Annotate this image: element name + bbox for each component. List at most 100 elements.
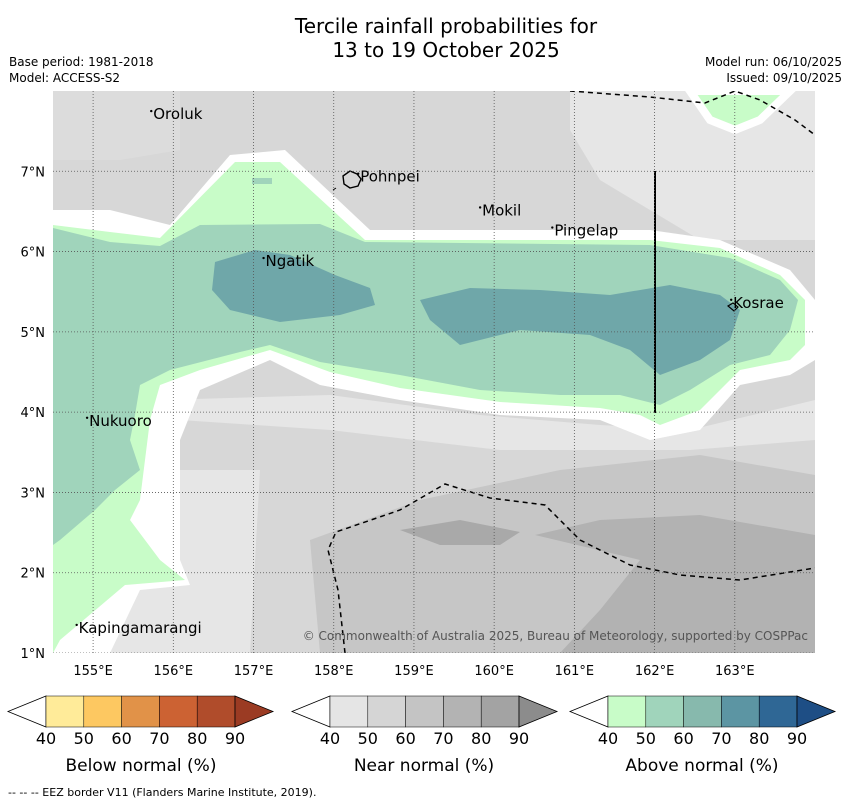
base-period: Base period: 1981-2018 (9, 55, 154, 69)
lon-tick-label: 159°E (394, 664, 434, 679)
colorbar-tick: 60 (673, 729, 693, 748)
colorbar-segment (758, 695, 798, 728)
place-marker (75, 623, 78, 627)
colorbar-tick: 60 (111, 729, 131, 748)
place-marker (150, 109, 153, 113)
colorbar-segment (45, 695, 85, 728)
copyright-text: © Commonwealth of Australia 2025, Bureau… (303, 629, 808, 643)
colorbar-segment (443, 695, 482, 728)
place-label: Oroluk (153, 105, 202, 123)
near-normal-70-zone (535, 515, 815, 653)
colorbar-low-arrow (568, 695, 609, 728)
colorbar-segment (645, 695, 684, 728)
lon-tick-label: 163°E (715, 664, 755, 679)
colorbar-low-arrow (290, 695, 331, 728)
eez-footer-note: -- -- -- EEZ border V11 (Flanders Marine… (8, 786, 317, 799)
pohnpei-island (342, 170, 362, 189)
place-label: Ngatik (266, 252, 315, 270)
place-marker (357, 172, 360, 175)
lat-tick-label: 4°N (21, 406, 46, 421)
colorbars: 40 50 60 70 80 90 40 50 60 70 80 90 40 50 60 70 80 90 (6, 695, 837, 748)
colorbar-high-arrow (518, 695, 559, 728)
colorbar-segment (196, 695, 236, 728)
lat-tick-label: 7°N (21, 165, 46, 180)
issued-date: Issued: 09/10/2025 (726, 71, 842, 85)
lon-tick-label: 162°E (635, 664, 675, 679)
lat-tick-label: 3°N (21, 486, 46, 501)
place-marker (478, 206, 482, 209)
colorbar-segment (367, 695, 406, 728)
title-line-1: Tercile rainfall probabilities for (294, 14, 598, 38)
lon-tick-label: 156°E (154, 664, 194, 679)
grid-lines (53, 91, 815, 653)
colorbar-tick: 70 (433, 729, 453, 748)
place-label: Pingelap (554, 222, 618, 240)
colorbar-tick: 40 (598, 729, 618, 748)
colorbar-0: 40 50 60 70 80 90 (6, 695, 275, 748)
place-label: Kapingamarangi (79, 619, 202, 637)
near-normal-zone (53, 91, 180, 160)
colorbar-tick: 90 (509, 729, 529, 748)
place-labels: Oroluk Pohnpei Mokil Pingelap Ngatik Kosrae Nu… (75, 105, 784, 637)
colorbar-segment (480, 695, 520, 728)
colorbar-segment (607, 695, 647, 728)
colorbar-tick: 40 (36, 729, 56, 748)
colorbar-high-arrow (796, 695, 837, 728)
above-normal-70-zone (420, 285, 740, 375)
colorbar-segment (83, 695, 122, 728)
lat-tick-label: 5°N (21, 326, 46, 341)
colorbar-tick: 40 (320, 729, 340, 748)
place-label: Kosrae (733, 294, 784, 312)
colorbar-tick: 90 (225, 729, 245, 748)
model-info: Base period: 1981-2018 Model: ACCESS-S2 (9, 54, 154, 86)
colorbar-tick: 70 (149, 729, 169, 748)
place-label: Mokil (482, 201, 521, 219)
colorbar-high-arrow (234, 695, 275, 728)
lon-tick-label: 155°E (73, 664, 113, 679)
lon-tick-label: 157°E (234, 664, 274, 679)
colorbar-2: 40 50 60 70 80 90 (568, 695, 837, 748)
above-normal-label: Above normal (%) (625, 756, 779, 776)
below-normal-label: Below normal (%) (65, 756, 217, 776)
colorbar-tick: 60 (395, 729, 415, 748)
eez-border (569, 91, 815, 136)
lon-tick-label: 160°E (474, 664, 514, 679)
colorbar-tick: 80 (471, 729, 491, 748)
colorbar-tick: 50 (358, 729, 378, 748)
colorbar-segment (683, 695, 722, 728)
eez-border (327, 483, 815, 653)
kosrae-island (726, 302, 739, 312)
near-normal-40-zone (570, 91, 815, 240)
colorbar-tick: 80 (187, 729, 207, 748)
near-normal-label: Near normal (%) (353, 756, 495, 776)
lat-tick-label: 2°N (21, 567, 46, 582)
run-info: Model run: 06/10/2025 Issued: 09/10/2025 (705, 54, 842, 86)
colorbar-segment (405, 695, 444, 728)
chart-title: Tercile rainfall probabilities for 13 to… (0, 14, 850, 62)
colorbar-tick: 50 (74, 729, 94, 748)
above-normal-50-zone (685, 91, 796, 135)
axis-ticks: 155°E 156°E 157°E 158°E 159°E 160°E 161°E 162°E… (21, 165, 755, 679)
place-marker (85, 416, 89, 419)
colorbar-segment (721, 695, 760, 728)
place-marker (729, 298, 733, 301)
near-normal-70-zone (400, 520, 520, 545)
colorbar-tick: 50 (636, 729, 656, 748)
colorbar-tick: 90 (787, 729, 807, 748)
near-normal-40-zone (110, 470, 260, 653)
lon-tick-label: 161°E (555, 664, 595, 679)
colorbar-tick: 80 (749, 729, 769, 748)
model-name: Model: ACCESS-S2 (9, 71, 121, 85)
island-mark (332, 187, 337, 191)
above-normal-60-zone (252, 178, 272, 184)
place-label: Nukuoro (89, 412, 152, 430)
colorbar-segment (329, 695, 369, 728)
colorbar-low-arrow (6, 695, 47, 728)
colorbar-tick: 70 (711, 729, 731, 748)
lon-tick-label: 158°E (314, 664, 354, 679)
colorbar-1: 40 50 60 70 80 90 (290, 695, 559, 748)
place-marker (262, 256, 265, 260)
place-marker (551, 226, 554, 229)
lat-tick-label: 6°N (21, 246, 46, 261)
